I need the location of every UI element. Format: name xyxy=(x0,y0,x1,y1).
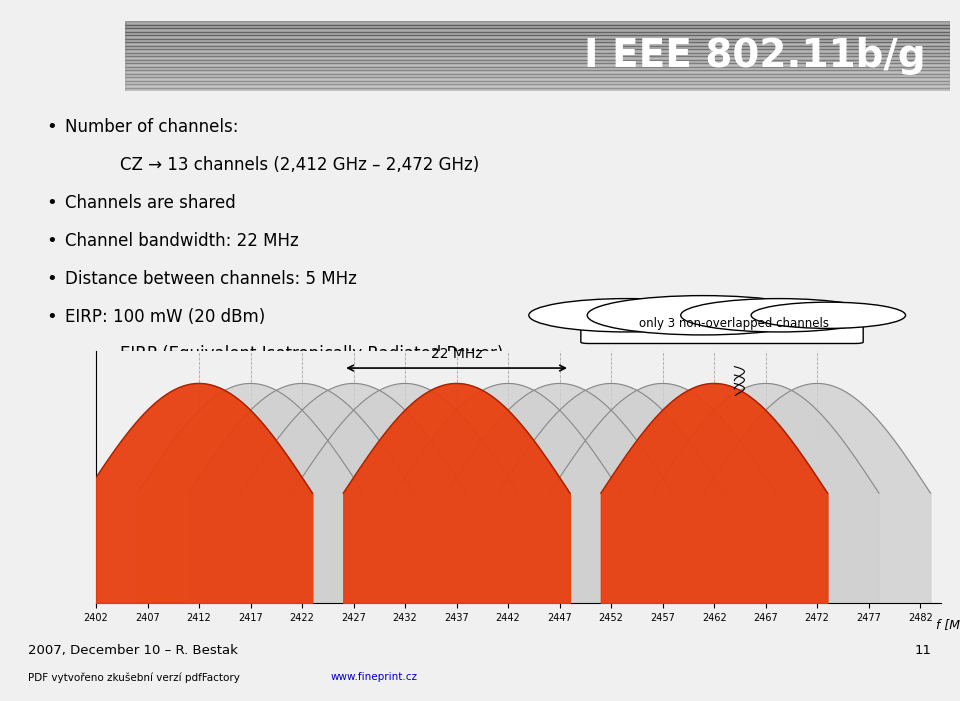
Bar xyxy=(125,46,950,49)
Circle shape xyxy=(681,299,877,332)
FancyBboxPatch shape xyxy=(581,311,863,343)
Text: I EEE 802.11b/g: I EEE 802.11b/g xyxy=(584,37,925,75)
Text: Distance between channels: 5 MHz: Distance between channels: 5 MHz xyxy=(64,270,357,287)
Text: f [MHz]: f [MHz] xyxy=(936,618,960,631)
Bar xyxy=(125,84,950,88)
Circle shape xyxy=(529,299,726,332)
Bar xyxy=(125,70,950,74)
Text: CZ → 13 channels (2,412 GHz – 2,472 GHz): CZ → 13 channels (2,412 GHz – 2,472 GHz) xyxy=(119,156,479,174)
Text: •: • xyxy=(46,270,58,287)
Bar xyxy=(125,28,950,32)
Text: Number of channels:: Number of channels: xyxy=(64,118,238,136)
Circle shape xyxy=(751,302,905,328)
Text: only 3 non-overlapped channels: only 3 non-overlapped channels xyxy=(639,318,829,330)
Text: •: • xyxy=(46,308,58,325)
Bar xyxy=(125,25,950,28)
Bar xyxy=(125,49,950,53)
Text: 11: 11 xyxy=(915,644,931,657)
Text: EIRP: 100 mW (20 dBm): EIRP: 100 mW (20 dBm) xyxy=(64,308,265,325)
Text: PDF vytvořeno zkušební verzí pdfFactory: PDF vytvořeno zkušební verzí pdfFactory xyxy=(29,672,247,683)
Text: Channels are shared: Channels are shared xyxy=(64,194,235,212)
Bar xyxy=(125,60,950,63)
Text: •: • xyxy=(46,194,58,212)
Bar xyxy=(125,81,950,84)
Bar xyxy=(125,53,950,56)
Bar xyxy=(125,21,950,25)
Bar xyxy=(125,39,950,42)
Text: Channel bandwidth: 22 MHz: Channel bandwidth: 22 MHz xyxy=(64,232,299,250)
Circle shape xyxy=(588,296,819,335)
Bar xyxy=(125,74,950,77)
Text: 22 MHz: 22 MHz xyxy=(431,348,482,362)
Bar xyxy=(125,42,950,46)
Bar xyxy=(125,56,950,60)
Bar xyxy=(125,35,950,39)
Text: 2007, December 10 – R. Bestak: 2007, December 10 – R. Bestak xyxy=(29,644,238,657)
Text: •: • xyxy=(46,232,58,250)
Bar xyxy=(125,67,950,70)
Bar xyxy=(125,32,950,35)
Bar xyxy=(125,88,950,91)
Text: •: • xyxy=(46,118,58,136)
Text: EIRP (Equivalent Isotropically Radiated Power): EIRP (Equivalent Isotropically Radiated … xyxy=(119,346,503,363)
Bar xyxy=(125,63,950,67)
Text: www.fineprint.cz: www.fineprint.cz xyxy=(330,672,418,682)
Bar xyxy=(125,77,950,81)
